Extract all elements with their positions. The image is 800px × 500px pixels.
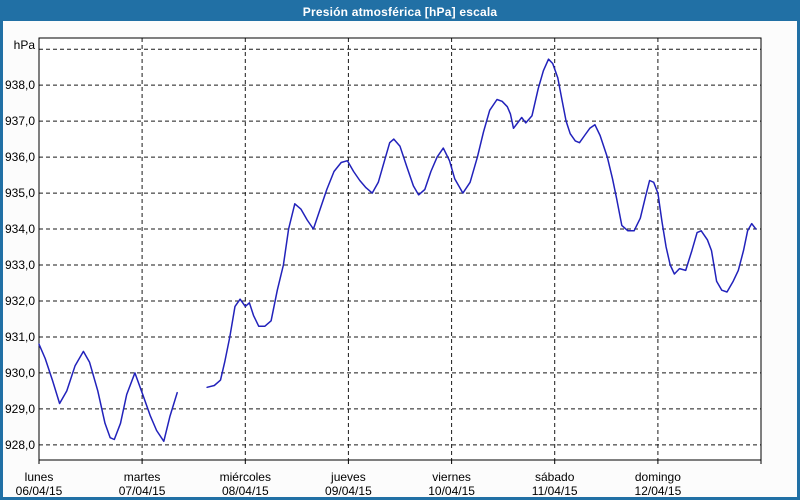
y-tick-label: 938,0 [5, 78, 35, 92]
x-day-label: jueves [330, 470, 366, 484]
y-tick-label: 928,0 [5, 438, 35, 452]
y-tick-label: 929,0 [5, 402, 35, 416]
y-tick-label: 937,0 [5, 114, 35, 128]
x-day-label: lunes [25, 470, 54, 484]
x-date-label: 09/04/15 [325, 484, 372, 498]
y-tick-label: 933,0 [5, 258, 35, 272]
x-date-label: 11/04/15 [532, 484, 578, 498]
pressure-line-segment [206, 58, 757, 389]
x-date-label: 10/04/15 [428, 484, 475, 498]
plot-border [38, 37, 762, 461]
y-tick-label: 934,0 [5, 222, 35, 236]
y-tick-label: 936,0 [5, 150, 35, 164]
x-date-label: 08/04/15 [222, 484, 269, 498]
x-day-label: viernes [432, 470, 471, 484]
y-tick-label: 932,0 [5, 294, 35, 308]
y-unit-label: hPa [14, 38, 36, 52]
x-day-label: domingo [635, 470, 681, 484]
x-day-label: sábado [535, 470, 575, 484]
x-day-label: miércoles [220, 470, 271, 484]
y-tick-label: 930,0 [5, 366, 35, 380]
x-day-label: martes [124, 470, 161, 484]
x-date-label: 06/04/15 [16, 484, 63, 498]
pressure-line-segment [38, 343, 178, 443]
x-date-label: 07/04/15 [119, 484, 166, 498]
y-tick-label: 931,0 [5, 330, 35, 344]
plot-background [39, 38, 761, 460]
window-title: Presión atmosférica [hPa] escala [302, 5, 498, 19]
window-titlebar: Presión atmosférica [hPa] escala [3, 3, 797, 21]
x-date-label: 12/04/15 [635, 484, 682, 498]
y-tick-label: 935,0 [5, 186, 35, 200]
